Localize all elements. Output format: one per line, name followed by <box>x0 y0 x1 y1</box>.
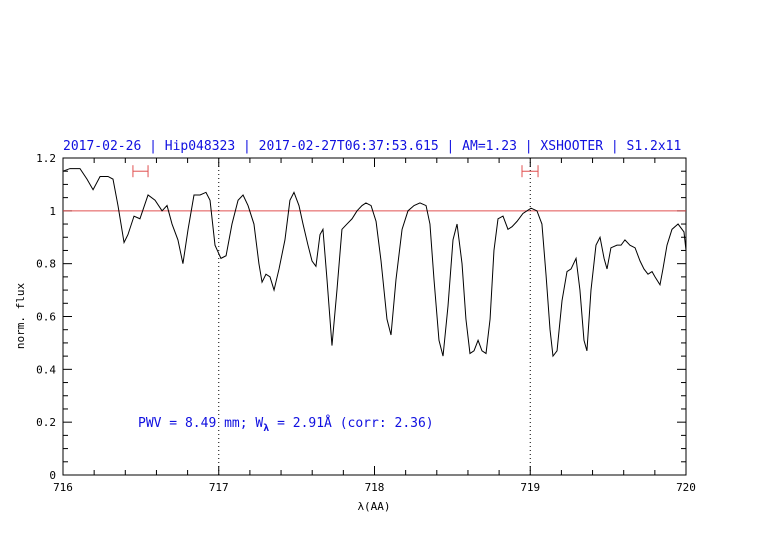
annotation-text: = 2.91Å (corr: 2.36) <box>269 415 433 431</box>
x-tick-label: 717 <box>209 481 229 494</box>
spectrum-line <box>62 168 687 358</box>
y-tick-label: 0 <box>49 469 56 482</box>
annotation-subscript: λ <box>263 423 269 434</box>
y-tick-label: 0.4 <box>36 363 56 376</box>
y-axis-label: norm. flux <box>14 283 27 350</box>
y-tick-label: 1 <box>49 205 56 218</box>
y-tick-label: 0.6 <box>36 311 56 324</box>
x-tick-label: 718 <box>365 481 385 494</box>
x-axis-label: λ(AA) <box>357 500 390 513</box>
annotation: PWV = 8.49 mm; Wλ = 2.91Å (corr: 2.36) <box>138 415 434 434</box>
annotation-text: PWV = 8.49 mm; W <box>138 416 263 431</box>
x-tick-label: 720 <box>676 481 696 494</box>
y-tick-label: 1.2 <box>36 152 56 165</box>
y-tick-label: 0.8 <box>36 258 56 271</box>
y-tick-label: 0.2 <box>36 416 56 429</box>
x-tick-label: 719 <box>520 481 540 494</box>
x-tick-label: 716 <box>53 481 73 494</box>
chart-title: 2017-02-26 | Hip048323 | 2017-02-27T06:3… <box>63 139 681 154</box>
